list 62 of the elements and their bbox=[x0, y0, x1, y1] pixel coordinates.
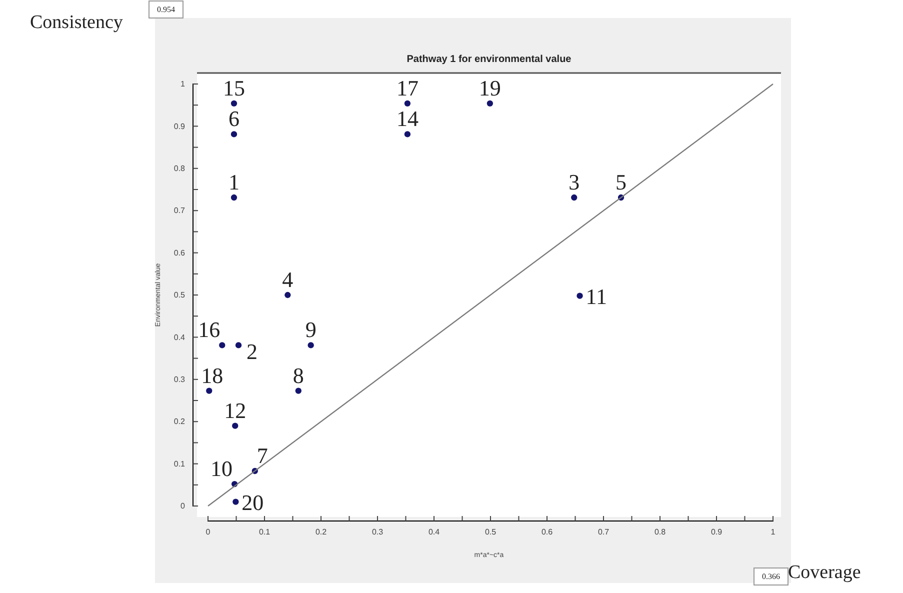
annotation: 15 bbox=[222, 75, 245, 100]
point bbox=[576, 292, 583, 299]
text: 0.954 bbox=[157, 5, 175, 14]
x-tick-label: 0.2 bbox=[315, 527, 328, 536]
x-tick-label: 0 bbox=[206, 527, 211, 536]
annotation: 11 bbox=[586, 284, 607, 309]
text: Consistency bbox=[30, 12, 124, 33]
text: Coverage bbox=[788, 562, 861, 583]
y-tick-label: 0.9 bbox=[174, 122, 186, 131]
y-tick-label: 1 bbox=[180, 80, 186, 89]
annotation: 1 bbox=[228, 170, 240, 195]
point bbox=[219, 342, 226, 348]
annotation: 14 bbox=[396, 106, 418, 132]
y-tick-label: 0.1 bbox=[174, 459, 186, 468]
x-tick-label: 0.5 bbox=[484, 527, 497, 536]
point bbox=[206, 388, 212, 394]
y-tick-label: 0.4 bbox=[174, 332, 186, 342]
point bbox=[230, 100, 238, 106]
y-tick-label: 0.6 bbox=[174, 248, 186, 258]
x-tick-label: 0.9 bbox=[710, 527, 723, 536]
annotation: 2 bbox=[246, 339, 258, 364]
annotation: 6 bbox=[228, 106, 240, 132]
point bbox=[232, 422, 238, 429]
point bbox=[295, 388, 302, 394]
annotation: 19 bbox=[478, 75, 501, 100]
y-tick-label: 0 bbox=[180, 502, 186, 511]
y-tick-label: 0.8 bbox=[174, 164, 186, 173]
x-tick-label: 0.8 bbox=[654, 527, 666, 536]
annotation: 20 bbox=[242, 490, 264, 515]
x-tick-label: 1 bbox=[770, 527, 776, 536]
point bbox=[235, 342, 242, 348]
annotation: 4 bbox=[282, 267, 294, 292]
point bbox=[232, 498, 239, 505]
point bbox=[571, 194, 578, 201]
text: 0.366 bbox=[762, 572, 780, 581]
chart-title: Pathway 1 for environmental value bbox=[406, 54, 572, 65]
x-tick-label: 0.1 bbox=[258, 527, 271, 536]
annotation: 3 bbox=[568, 170, 580, 195]
x-tick-label: 0.7 bbox=[598, 527, 610, 536]
point bbox=[284, 292, 291, 298]
point bbox=[404, 131, 411, 138]
annotation: 8 bbox=[292, 362, 304, 388]
annotation: 16 bbox=[198, 317, 220, 342]
y-tick-label: 0.2 bbox=[174, 417, 186, 426]
annotation: 10 bbox=[210, 456, 233, 482]
y-tick-label: 0.7 bbox=[174, 206, 186, 216]
annotation: 9 bbox=[305, 317, 316, 342]
y-tick-label: 0.3 bbox=[174, 374, 186, 384]
point bbox=[308, 342, 314, 348]
x-tick-label: 0.4 bbox=[428, 527, 440, 536]
x-tick-label: 0.6 bbox=[541, 527, 554, 536]
y-tick-label: 0.5 bbox=[174, 290, 186, 300]
point bbox=[230, 194, 238, 201]
annotation: 18 bbox=[201, 362, 224, 388]
point bbox=[404, 100, 411, 106]
x-tick-label: 0.3 bbox=[372, 527, 384, 536]
annotation: 5 bbox=[616, 170, 627, 195]
point bbox=[486, 100, 494, 106]
annotation: 17 bbox=[396, 75, 418, 100]
point bbox=[230, 131, 238, 138]
annotation: 7 bbox=[256, 442, 268, 468]
annotation: 12 bbox=[224, 398, 246, 423]
